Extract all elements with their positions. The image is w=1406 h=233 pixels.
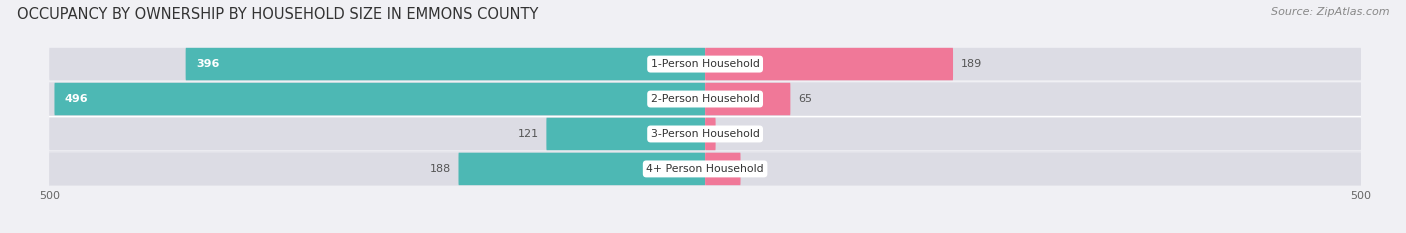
Text: 27: 27 xyxy=(748,164,762,174)
FancyBboxPatch shape xyxy=(706,118,716,150)
FancyBboxPatch shape xyxy=(706,48,953,80)
Text: OCCUPANCY BY OWNERSHIP BY HOUSEHOLD SIZE IN EMMONS COUNTY: OCCUPANCY BY OWNERSHIP BY HOUSEHOLD SIZE… xyxy=(17,7,538,22)
Legend: Owner-occupied, Renter-occupied: Owner-occupied, Renter-occupied xyxy=(576,231,834,233)
Text: 4+ Person Household: 4+ Person Household xyxy=(647,164,763,174)
FancyBboxPatch shape xyxy=(547,118,706,150)
Text: 65: 65 xyxy=(799,94,813,104)
FancyBboxPatch shape xyxy=(706,118,1361,150)
Text: 121: 121 xyxy=(517,129,538,139)
Text: 2-Person Household: 2-Person Household xyxy=(651,94,759,104)
Text: 1-Person Household: 1-Person Household xyxy=(651,59,759,69)
FancyBboxPatch shape xyxy=(49,118,706,150)
Text: 188: 188 xyxy=(429,164,450,174)
FancyBboxPatch shape xyxy=(49,48,706,80)
Text: 496: 496 xyxy=(65,94,89,104)
Text: Source: ZipAtlas.com: Source: ZipAtlas.com xyxy=(1271,7,1389,17)
FancyBboxPatch shape xyxy=(186,48,706,80)
FancyBboxPatch shape xyxy=(706,83,790,115)
Bar xyxy=(49,116,1361,151)
FancyBboxPatch shape xyxy=(706,153,741,185)
FancyBboxPatch shape xyxy=(706,48,1361,80)
Bar xyxy=(49,47,1361,82)
FancyBboxPatch shape xyxy=(55,83,706,115)
Text: 8: 8 xyxy=(724,129,731,139)
Bar xyxy=(49,151,1361,186)
FancyBboxPatch shape xyxy=(706,153,1361,185)
Text: 3-Person Household: 3-Person Household xyxy=(651,129,759,139)
FancyBboxPatch shape xyxy=(49,83,706,115)
Bar xyxy=(49,82,1361,116)
Text: 396: 396 xyxy=(195,59,219,69)
Text: 189: 189 xyxy=(960,59,983,69)
FancyBboxPatch shape xyxy=(706,83,1361,115)
FancyBboxPatch shape xyxy=(458,153,706,185)
FancyBboxPatch shape xyxy=(49,153,706,185)
